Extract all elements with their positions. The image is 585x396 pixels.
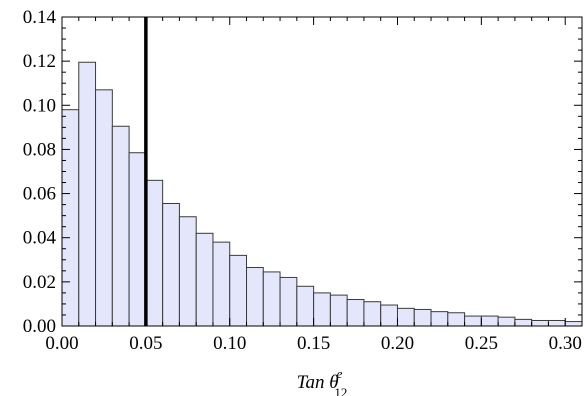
histogram-bar: [531, 319, 549, 327]
histogram-bar: [111, 125, 130, 327]
y-tick-label: 0.10: [23, 95, 56, 116]
histogram-bar: [162, 203, 180, 327]
x-axis: 0.00 0.05 0.10 0.15 0.20 0.25 0.30: [45, 17, 583, 354]
x-axis-title: Tan θe 12: [297, 366, 348, 396]
histogram-bar: [229, 254, 248, 327]
histogram-bar: [329, 294, 348, 327]
y-axis: 0.00 0.02 0.04 0.06 0.08 0.10 0.12 0.14: [23, 7, 582, 337]
y-tick-label: 0.00: [23, 316, 56, 337]
histogram-bar: [497, 316, 516, 327]
y-tick-label: 0.12: [23, 51, 56, 72]
histogram-bar: [78, 61, 97, 327]
histogram-bar: [480, 315, 499, 327]
histogram-bar: [346, 299, 365, 327]
histogram-bar: [262, 271, 281, 327]
y-tick-label: 0.02: [23, 272, 56, 293]
x-axis-title-subscript: 12: [334, 385, 347, 396]
histogram-bar: [447, 312, 466, 327]
histogram-bar: [61, 109, 80, 327]
y-tick-label: 0.06: [23, 184, 56, 205]
y-tick-label: 0.04: [23, 228, 57, 249]
histogram-bar: [430, 311, 449, 327]
x-tick-label: 0.20: [381, 333, 414, 354]
x-tick-label: 0.30: [549, 333, 582, 354]
y-tick-label: 0.14: [23, 7, 57, 28]
histogram-bar: [464, 315, 482, 327]
x-tick-label: 0.05: [129, 333, 162, 354]
x-tick-label: 0.25: [465, 333, 498, 354]
histogram-bar: [128, 152, 147, 327]
histogram-bar: [313, 292, 331, 327]
x-tick-label: 0.15: [297, 333, 330, 354]
x-tick-label: 0.00: [45, 333, 78, 354]
histogram-bar: [363, 301, 382, 327]
histogram-bar: [413, 308, 432, 327]
histogram-bar: [547, 319, 566, 327]
histogram-bar: [178, 216, 197, 327]
histogram-bar: [296, 285, 315, 327]
histogram-bar: [564, 321, 583, 327]
histogram-bars: [61, 61, 583, 327]
histogram-bar: [380, 304, 398, 327]
histogram-bar: [246, 267, 264, 327]
x-axis-title-text: Tan θ: [297, 372, 339, 393]
histogram-bar: [514, 318, 533, 327]
histogram-bar: [95, 89, 113, 327]
histogram-bar: [396, 307, 415, 327]
histogram-bar: [195, 232, 214, 327]
y-tick-label: 0.08: [23, 139, 56, 160]
x-axis-title-superscript: e: [337, 366, 343, 381]
histogram-bar: [145, 179, 164, 327]
x-tick-label: 0.10: [213, 333, 246, 354]
histogram-bar: [212, 241, 231, 327]
histogram-bar: [279, 276, 298, 327]
